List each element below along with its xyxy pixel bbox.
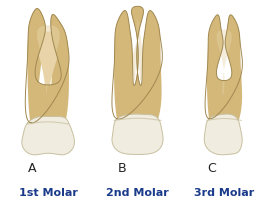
Text: A: A bbox=[28, 162, 37, 175]
Polygon shape bbox=[37, 25, 60, 102]
Polygon shape bbox=[139, 21, 142, 81]
Text: C: C bbox=[207, 162, 216, 175]
Polygon shape bbox=[36, 32, 60, 123]
Polygon shape bbox=[50, 14, 69, 124]
Polygon shape bbox=[28, 8, 45, 123]
Text: 3rd Molar: 3rd Molar bbox=[194, 188, 254, 198]
Polygon shape bbox=[112, 114, 163, 155]
Polygon shape bbox=[28, 8, 69, 149]
Polygon shape bbox=[207, 15, 242, 151]
Text: B: B bbox=[118, 162, 126, 175]
Polygon shape bbox=[204, 114, 242, 155]
Text: 1st Molar: 1st Molar bbox=[19, 188, 78, 198]
Polygon shape bbox=[216, 30, 232, 95]
Text: 2nd Molar: 2nd Molar bbox=[106, 188, 169, 198]
Polygon shape bbox=[132, 17, 138, 81]
Polygon shape bbox=[114, 6, 162, 153]
Polygon shape bbox=[22, 116, 75, 155]
